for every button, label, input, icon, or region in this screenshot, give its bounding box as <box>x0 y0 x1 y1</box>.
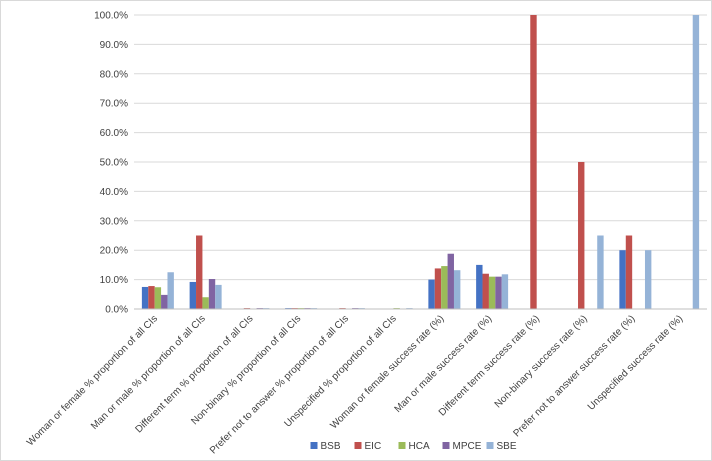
y-tick-label: 20.0% <box>100 246 128 257</box>
bar-hca <box>202 297 209 309</box>
legend-label-sbe: SBE <box>497 441 517 452</box>
bar-hca <box>441 266 448 309</box>
legend-label-eic: EIC <box>365 441 382 452</box>
bar-mpce <box>495 276 502 309</box>
legend-label-bsb: BSB <box>321 441 341 452</box>
y-tick-label: 90.0% <box>100 40 128 51</box>
bar-sbe <box>644 250 652 309</box>
bar-eic <box>434 268 442 309</box>
y-tick-label: 10.0% <box>100 275 128 286</box>
legend-label-mpce: MPCE <box>453 441 482 452</box>
bar-sbe <box>692 15 700 309</box>
y-tick-label: 60.0% <box>100 128 128 139</box>
legend-swatch-eic <box>354 442 362 449</box>
bar-sbe <box>215 284 222 309</box>
y-tick-label: 0.0% <box>105 305 128 316</box>
y-tick-label: 80.0% <box>100 69 128 80</box>
x-category-label: Different term success rate (%) <box>437 313 542 418</box>
legend-swatch-sbe <box>486 442 494 449</box>
bar-bsb <box>619 250 626 309</box>
bar-bsb <box>141 286 149 309</box>
bar-sbe <box>597 235 604 309</box>
bar-bsb <box>189 281 197 309</box>
bar-hca <box>488 276 496 309</box>
bar-hca <box>154 287 162 309</box>
bar-mpce <box>208 279 216 309</box>
bar-eic <box>482 273 489 309</box>
bar-bsb <box>476 264 483 309</box>
y-tick-label: 100.0% <box>94 11 128 22</box>
x-category-label: Man or male success rate (%) <box>393 313 495 415</box>
y-tick-label: 50.0% <box>100 158 128 169</box>
bar-eic <box>578 162 585 309</box>
bar-sbe <box>167 272 174 309</box>
bar-mpce <box>161 294 168 309</box>
bar-sbe <box>501 274 509 309</box>
bar-eic <box>530 15 537 309</box>
y-tick-label: 70.0% <box>100 99 128 110</box>
x-category-label: Unspecified success rate (%) <box>586 313 685 412</box>
legend-swatch-mpce <box>442 442 450 449</box>
bar-bsb <box>428 279 435 309</box>
legend-swatch-bsb <box>310 442 318 449</box>
y-tick-label: 40.0% <box>100 187 128 198</box>
x-category-label: Non-binary success rate (%) <box>493 313 590 410</box>
legend-label-hca: HCA <box>409 441 430 452</box>
bar-sbe <box>453 270 461 309</box>
bar-eic <box>196 235 203 309</box>
bar-mpce <box>447 253 454 309</box>
y-tick-label: 30.0% <box>100 216 128 227</box>
legend-swatch-hca <box>398 442 406 449</box>
bar-eic <box>148 286 155 309</box>
bar-eic <box>625 235 633 309</box>
